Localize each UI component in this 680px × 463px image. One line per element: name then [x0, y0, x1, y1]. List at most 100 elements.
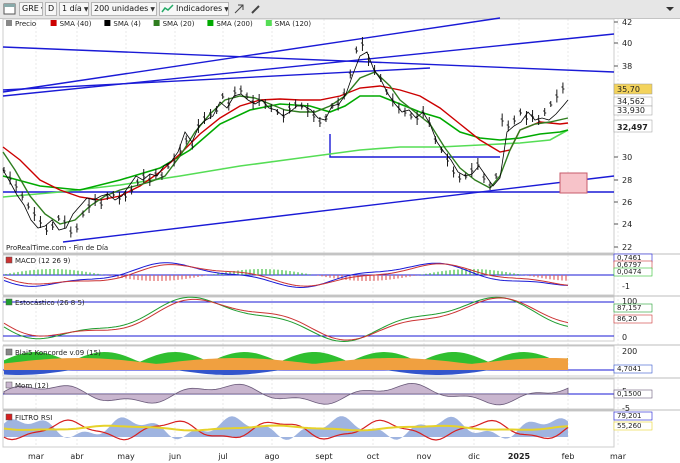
symbol-selector[interactable]: GRE▼: [19, 2, 43, 16]
blai5-orange-area: [4, 358, 568, 370]
units-label: 200 unidades: [94, 4, 149, 13]
chevron-down-icon: ▼: [83, 6, 89, 13]
panel-legend-label: Estocástico (26 8 5): [15, 299, 85, 307]
panel-tick-label: 0: [622, 333, 627, 342]
price-value-label: 34,562: [617, 97, 645, 106]
panel-value-box: [613, 421, 653, 431]
x-tick-label: nov: [417, 452, 432, 461]
panel-legend-swatch: [5, 348, 13, 356]
rsi-line: [3, 419, 569, 441]
indicators-icon: [161, 4, 174, 13]
panel-value-label: 4,7041: [617, 365, 642, 373]
price-value-box: [613, 119, 653, 133]
x-tick-label: abr: [70, 452, 84, 461]
legend-swatch: [50, 20, 57, 26]
panel-value-box: [613, 411, 653, 421]
x-tick-label: mar: [28, 452, 45, 461]
stochastic-k: [3, 296, 569, 343]
y-tick-label: 42: [622, 18, 632, 27]
window-icon[interactable]: [3, 2, 17, 16]
price-value-label: 35,70: [617, 85, 640, 94]
panel-tick-label: 100: [622, 297, 637, 306]
x-tick-label: jul: [217, 452, 228, 461]
units-selector[interactable]: 200 unidades ▼: [91, 2, 157, 16]
blai5-blue-area: [4, 370, 568, 375]
macd-signal-line: [3, 263, 569, 287]
x-tick-label: may: [117, 452, 135, 461]
panel-value-label: 0,7461: [617, 254, 642, 262]
panel-legend-label: MACD (12 26 9): [15, 257, 71, 265]
panel-value-label: 0,1500: [617, 390, 642, 398]
y-tick-label: 40: [622, 39, 632, 48]
panel-legend-swatch: [5, 413, 13, 421]
panel-value-box: [613, 303, 653, 313]
panel-tick-label: -5: [622, 404, 630, 413]
period-label: 1 día: [62, 4, 82, 13]
x-tick-label: ago: [265, 452, 280, 461]
panel-legend-swatch: [5, 298, 13, 306]
panel-tick-label: 200: [622, 347, 637, 356]
x-tick-label: sept: [315, 452, 332, 461]
trendlines: [2, 17, 615, 243]
symbol-label: GRE: [22, 4, 39, 13]
x-tick-label: mar: [610, 452, 627, 461]
legend-swatch: [153, 20, 160, 26]
legend-label: SMA (120): [275, 20, 312, 28]
legend-swatch: [6, 20, 12, 26]
legend-label: SMA (200): [216, 20, 253, 28]
macd-line: [3, 262, 569, 289]
x-tick-label: oct: [367, 452, 379, 461]
panel-legend-label: Mom (12): [15, 382, 49, 390]
panel-tick-label: -1: [622, 282, 630, 291]
price-value-label: 32,497: [617, 123, 648, 132]
x-tick-label: feb: [562, 452, 575, 461]
period-selector[interactable]: 1 día ▼: [59, 2, 89, 16]
highlight-box: [559, 172, 588, 194]
panel-legend-swatch: [5, 256, 13, 264]
panel-value-label: 0,6797: [617, 261, 642, 269]
y-tick-label: 28: [622, 176, 632, 185]
price-value-label: 33,930: [617, 106, 645, 115]
rsi-area: [4, 416, 568, 440]
legend-swatch: [104, 20, 111, 26]
menu-arrow-icon[interactable]: [664, 2, 676, 16]
legend-swatch: [265, 20, 272, 26]
price-value-box: [613, 83, 653, 95]
price-value-box: [613, 105, 653, 116]
panel-value-box: [613, 314, 653, 324]
d-button[interactable]: D: [45, 2, 57, 16]
panel-value-label: 86,20: [617, 315, 637, 323]
panel-value-label: 55,260: [617, 422, 642, 430]
watermark: ProRealTime.com - Fin de Día: [6, 244, 109, 252]
panel-value-box: [613, 364, 653, 374]
panel-value-box: [613, 389, 653, 399]
panel-value-box: [613, 267, 653, 277]
x-tick-label: dic: [468, 452, 480, 461]
toolbar: GRE▼ D 1 día▼ 200 unidades▼ Indicadores▼: [0, 0, 680, 19]
tool-icon[interactable]: [249, 2, 263, 16]
indicators-button[interactable]: Indicadores ▼: [159, 2, 229, 16]
x-tick-label: jun: [168, 452, 181, 461]
y-tick-label: 24: [622, 220, 632, 229]
x-tick-label: 2025: [508, 452, 531, 461]
panel-legend-label: FILTRO RSI: [15, 414, 52, 422]
chevron-down-icon: ▼: [41, 6, 42, 13]
main-chart-frame: [2, 18, 615, 254]
sma-4-line: [2, 51, 569, 231]
legend-label: SMA (20): [163, 20, 195, 28]
y-tick-label: 38: [622, 62, 632, 71]
y-tick-label: 26: [622, 198, 632, 207]
rsi-average-line: [3, 424, 569, 432]
legend-label: Precio: [15, 20, 36, 28]
panel-legend-swatch: [5, 381, 13, 389]
moving-averages: [2, 71, 569, 225]
legend-swatch: [207, 20, 214, 26]
momentum-area: [3, 382, 569, 406]
x-axis: mar abr may jun jul ago sept oct nov dic 2025 feb ma…: [28, 452, 627, 461]
panel-value-label: 79,201: [617, 412, 642, 420]
expand-icon[interactable]: [232, 2, 246, 16]
chevron-down-icon: ▼: [224, 6, 229, 13]
chevron-down-icon: ▼: [150, 6, 155, 13]
